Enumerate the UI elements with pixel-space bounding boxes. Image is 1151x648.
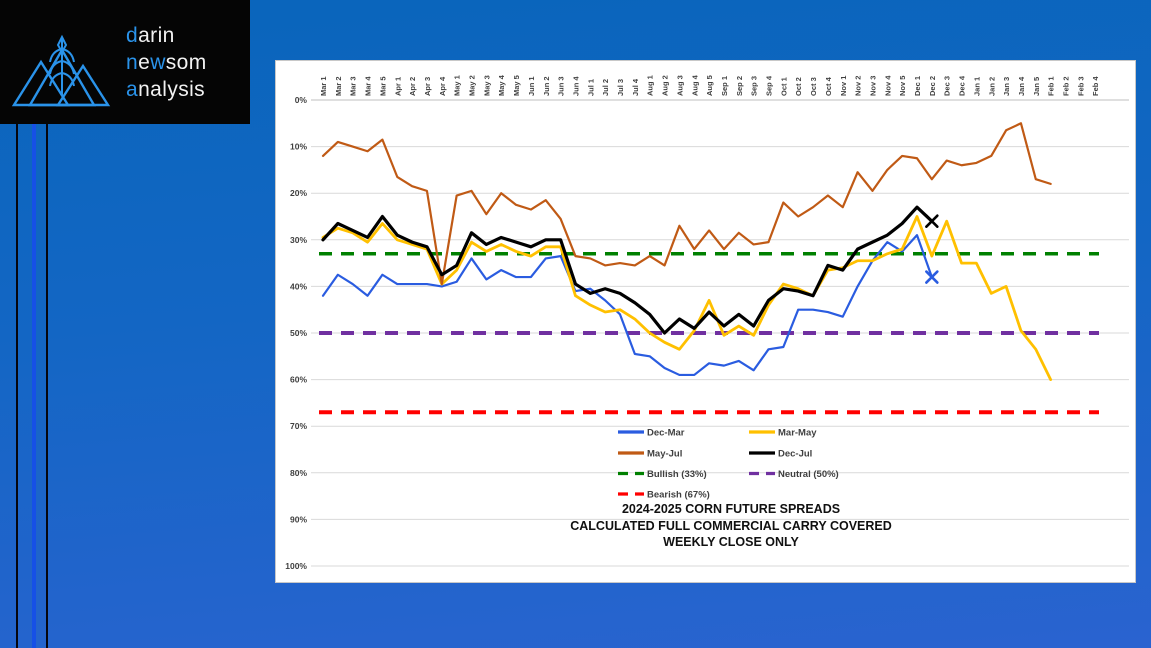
x-axis-label-Mar-5: Mar 5 (378, 76, 387, 96)
x-axis-label-Jan-4: Jan 4 (1017, 76, 1026, 96)
x-axis-label-Mar-1: Mar 1 (319, 76, 328, 96)
x-axis-label-Jun-2: Jun 2 (542, 76, 551, 96)
y-axis-label-50%: 50% (290, 328, 307, 338)
logo-wordmark: darin newsom analysis (126, 23, 207, 101)
x-axis-label-Jul-1: Jul 1 (586, 79, 595, 96)
x-axis-label-Mar-2: Mar 2 (334, 76, 343, 96)
left-stripe-dark-2 (46, 0, 48, 648)
x-axis-label-Feb-3: Feb 3 (1076, 76, 1085, 96)
y-axis-label-30%: 30% (290, 235, 307, 245)
legend-label-bullish-33-: Bullish (33%) (647, 469, 707, 480)
x-axis-label-Sep-3: Sep 3 (750, 76, 759, 96)
dna-logo: darin newsom analysis (0, 0, 250, 124)
x-axis-label-Aug-3: Aug 3 (675, 75, 684, 96)
x-axis-label-Jan-2: Jan 2 (987, 77, 996, 96)
x-axis-label-Aug-4: Aug 4 (690, 74, 699, 96)
x-axis-label-May-4: May 4 (497, 74, 506, 96)
spread-chart-svg: 0% 10% 20% 30% 40% 50% 60% 70% 80% 90% 100% Mar 1 Ma… (285, 74, 1129, 571)
chart-title-line-2: CALCULATED FULL COMMERCIAL CARRY COVERED (570, 518, 892, 533)
x-axis-label-Jun-4: Jun 4 (571, 76, 580, 96)
legend-label-bearish-67-: Bearish (67%) (647, 490, 710, 501)
x-axis-label-May-1: May 1 (453, 75, 462, 96)
x-axis-label-Jul-2: Jul 2 (601, 79, 610, 96)
y-axis-label-100%: 100% (285, 561, 307, 571)
x-axis-label-Jan-3: Jan 3 (1002, 77, 1011, 96)
x-axis-label-Oct-3: Oct 3 (809, 77, 818, 96)
x-axis-label-Jun-3: Jun 3 (557, 76, 566, 96)
x-axis-label-Dec-4: Dec 4 (958, 75, 967, 96)
x-axis-label-Oct-1: Oct 1 (779, 77, 788, 96)
x-axis-label-Sep-4: Sep 4 (765, 75, 774, 96)
y-axis-label-40%: 40% (290, 281, 307, 291)
x-axis-label-Apr-1: Apr 1 (393, 77, 402, 96)
x-axis-label-Sep-2: Sep 2 (735, 76, 744, 96)
x-axis-label-Jan-5: Jan 5 (1032, 77, 1041, 96)
x-axis-label-Apr-4: Apr 4 (438, 76, 447, 96)
x-axis-label-May-5: May 5 (512, 75, 521, 96)
left-stripe-blue (32, 0, 36, 648)
series-line-dec-jul (321, 205, 934, 335)
x-axis-label-May-3: May 3 (482, 75, 491, 96)
chart-panel: 0% 10% 20% 30% 40% 50% 60% 70% 80% 90% 100% Mar 1 Ma… (275, 60, 1136, 583)
chart-title: 2024-2025 CORN FUTURE SPREADS CALCULATED… (451, 501, 1011, 551)
x-axis-label-Nov-4: Nov 4 (883, 75, 892, 96)
series-line-mar-may (321, 215, 1053, 382)
x-axis-label-Nov-1: Nov 1 (839, 76, 848, 96)
x-axis-label-Feb-1: Feb 1 (1047, 76, 1056, 96)
end-marker-x-dec-jul (925, 214, 939, 228)
series-line-dec-mar (321, 234, 933, 377)
y-axis-label-90%: 90% (290, 514, 307, 524)
x-axis-label-Mar-4: Mar 4 (364, 76, 373, 96)
chart-title-line-3: WEEKLY CLOSE ONLY (663, 535, 799, 549)
legend-label-neutral-50-: Neutral (50%) (778, 469, 839, 480)
legend-label-may-jul: May-Jul (647, 449, 682, 460)
x-axis-label-May-2: May 2 (468, 75, 477, 96)
x-axis-label-Jan-1: Jan 1 (972, 77, 981, 96)
x-axis-label-Nov-2: Nov 2 (854, 76, 863, 96)
x-axis-label-Apr-3: Apr 3 (423, 77, 432, 96)
y-axis-label-60%: 60% (290, 375, 307, 385)
x-axis-label-Dec-2: Dec 2 (928, 76, 937, 96)
mountains-wheat-icon (0, 5, 118, 120)
series-line-may-jul (321, 122, 1052, 286)
x-axis-label-Apr-2: Apr 2 (408, 77, 417, 96)
end-marker-x-dec-mar (925, 270, 939, 284)
x-axis-label-Aug-2: Aug 2 (661, 75, 670, 96)
x-axis-label-Mar-3: Mar 3 (349, 76, 358, 96)
x-axis-label-Jun-1: Jun 1 (527, 76, 536, 96)
y-axis-label-80%: 80% (290, 468, 307, 478)
x-axis-label-Dec-1: Dec 1 (913, 76, 922, 96)
x-axis-label-Aug-1: Aug 1 (646, 75, 655, 96)
x-axis-label-Jul-3: Jul 3 (616, 79, 625, 96)
x-axis-label-Feb-4: Feb 4 (1091, 76, 1100, 96)
legend-label-mar-may: Mar-May (778, 428, 817, 439)
y-axis-label-70%: 70% (290, 421, 307, 431)
x-axis-label-Oct-2: Oct 2 (794, 77, 803, 96)
x-axis-label-Feb-2: Feb 2 (1062, 76, 1071, 96)
x-axis-label-Nov-5: Nov 5 (898, 76, 907, 96)
y-axis-label-20%: 20% (290, 188, 307, 198)
x-axis-label-Jul-4: Jul 4 (631, 78, 640, 96)
chart-title-line-1: 2024-2025 CORN FUTURE SPREADS (621, 502, 841, 516)
x-axis-label-Oct-4: Oct 4 (824, 76, 833, 96)
x-axis-label-Sep-1: Sep 1 (720, 76, 729, 96)
x-axis-label-Nov-3: Nov 3 (868, 76, 877, 96)
legend-label-dec-jul: Dec-Jul (778, 449, 812, 460)
y-axis-label-10%: 10% (290, 142, 307, 152)
y-axis-label-0%: 0% (295, 95, 308, 105)
left-stripe-dark-1 (16, 0, 18, 648)
x-axis-label-Aug-5: Aug 5 (705, 75, 714, 96)
legend-label-dec-mar: Dec-Mar (647, 428, 685, 439)
x-axis-label-Dec-3: Dec 3 (943, 76, 952, 96)
